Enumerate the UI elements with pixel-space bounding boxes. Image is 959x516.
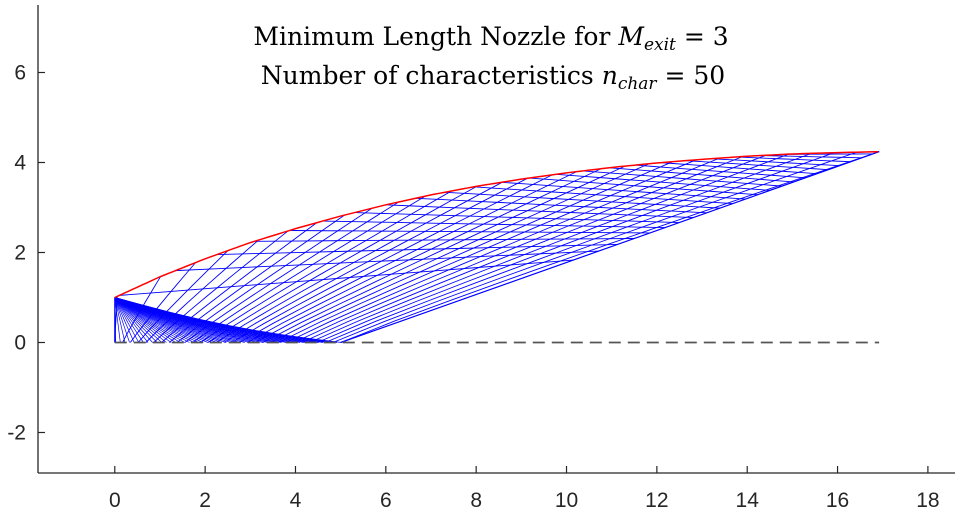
y-ticks: -2 0 2 4 6: [7, 62, 45, 445]
cross-characteristic: [119, 259, 574, 296]
characteristic-line: [114, 297, 140, 343]
cross-characteristic: [686, 160, 829, 171]
title-line-2: Number of characteristics nchar = 50: [261, 61, 725, 94]
cross-characteristic: [501, 181, 746, 200]
characteristic-line: [114, 297, 167, 343]
cross-characteristic: [322, 220, 665, 229]
cross-characteristic: [735, 156, 851, 163]
reflected-characteristic: [254, 165, 626, 343]
x-tick-label: 8: [470, 489, 482, 512]
characteristic-line: [114, 297, 149, 343]
cross-characteristic: [289, 230, 650, 234]
cross-characteristic: [556, 173, 770, 191]
reflected-characteristic: [192, 195, 426, 343]
cross-characteristic: [415, 197, 707, 214]
x-ticks: 0 2 4 6 8 10 12 14 16 18: [109, 466, 940, 512]
x-tick-label: 6: [380, 489, 392, 512]
cross-characteristic: [217, 244, 618, 255]
cross-characteristic: [354, 212, 680, 223]
reflected-characteristic: [246, 168, 602, 343]
reflected-characteristic: [137, 250, 229, 343]
reflected-characteristic: [309, 153, 789, 343]
reflected-characteristic: [161, 222, 318, 343]
cross-characteristic: [760, 155, 862, 159]
cross-characteristic: [385, 204, 694, 219]
cross-characteristic: [444, 191, 720, 209]
reflected-characteristic: [145, 239, 259, 343]
reflected-characteristic: [340, 151, 880, 343]
cross-characteristic: [175, 250, 599, 272]
reflected-characteristic: [223, 177, 528, 343]
reflected-characteristic: [324, 152, 835, 343]
characteristic-line: [114, 297, 163, 343]
x-tick-label: 18: [916, 489, 939, 512]
y-tick-label: 4: [14, 152, 26, 175]
x-tick-label: 0: [109, 489, 121, 512]
reflected-characteristic: [184, 201, 400, 343]
x-tick-label: 14: [736, 489, 760, 512]
cross-characteristic: [635, 164, 806, 179]
title-line-1: Minimum Length Nozzle for Mexit = 3: [253, 22, 728, 55]
reflected-characteristic: [176, 207, 373, 343]
characteristic-line: [114, 297, 121, 343]
last-characteristic: [340, 151, 880, 344]
y-tick-label: -2: [7, 422, 26, 445]
characteristic-line: [114, 297, 135, 343]
y-tick-label: 6: [14, 62, 26, 85]
cross-characteristic: [254, 238, 635, 242]
reflected-characteristic: [332, 151, 857, 343]
x-tick-label: 4: [290, 489, 302, 512]
cross-characteristic: [609, 167, 794, 183]
axes: 0 2 4 6 8 10 12 14 16 18 -2 0 2 4 6: [7, 5, 955, 512]
y-tick-label: 2: [14, 242, 26, 265]
wall-contour-line: [114, 150, 879, 299]
reflected-characteristic: [301, 154, 767, 343]
characteristic-line: [114, 297, 153, 343]
cross-characteristic: [711, 158, 840, 167]
characteristics-mesh: [114, 151, 880, 344]
cross-characteristic: [473, 186, 733, 205]
x-tick-label: 10: [555, 489, 578, 512]
reflected-characteristic: [285, 157, 720, 343]
characteristic-line: [114, 297, 130, 343]
characteristic-line: [114, 297, 144, 343]
cross-characteristic: [529, 177, 758, 196]
cross-characteristic: [660, 162, 818, 175]
reflected-characteristic: [239, 171, 577, 343]
x-tick-label: 16: [826, 489, 849, 512]
y-tick-label: 0: [14, 332, 26, 355]
reflected-characteristic: [153, 230, 289, 343]
chart-title: Minimum Length Nozzle for Mexit = 3 Numb…: [253, 22, 728, 94]
cross-characteristic: [582, 170, 782, 187]
reflected-characteristic: [293, 156, 743, 343]
reflected-characteristic: [317, 152, 812, 343]
reflected-characteristic: [122, 276, 161, 343]
reflected-characteristic: [231, 174, 553, 343]
reflected-characteristic: [270, 161, 673, 343]
x-tick-label: 12: [645, 489, 668, 512]
characteristic-line: [114, 297, 158, 343]
wall-contour-layer: [114, 150, 879, 299]
x-tick-label: 2: [199, 489, 211, 512]
reflected-characteristic: [262, 163, 650, 343]
characteristic-line: [114, 297, 186, 343]
reflected-characteristic: [169, 214, 345, 343]
reflected-characteristic: [130, 262, 196, 343]
reflected-characteristic: [208, 185, 478, 343]
characteristic-line: [114, 297, 176, 343]
